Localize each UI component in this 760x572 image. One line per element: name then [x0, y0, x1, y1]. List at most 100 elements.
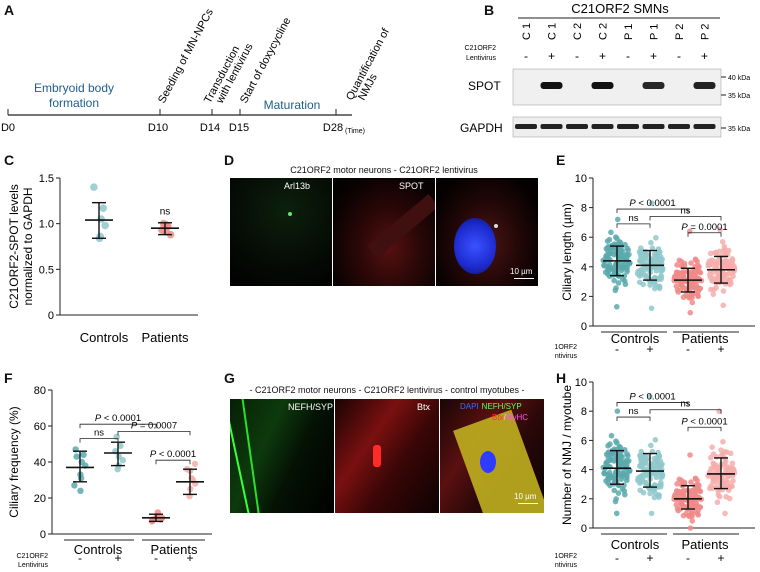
- category-label: Controls: [74, 542, 123, 557]
- data-point: [648, 510, 655, 517]
- micro-d-merge: 10 µm: [436, 178, 538, 286]
- y-tick-label: 60: [34, 421, 46, 433]
- data-point: [689, 299, 696, 306]
- blot-lane-label: C 1: [547, 23, 559, 40]
- y-tick-label: 2: [581, 291, 587, 303]
- data-point: [622, 491, 628, 498]
- data-point: [650, 487, 657, 493]
- data-point: [687, 452, 693, 458]
- data-point: [679, 269, 686, 276]
- data-point: [613, 510, 620, 517]
- data-point: [649, 200, 655, 206]
- data-point: [729, 460, 736, 467]
- panel-letter-g: G: [224, 370, 235, 386]
- data-point: [687, 309, 694, 316]
- data-point: [693, 274, 699, 281]
- data-point: [659, 266, 666, 272]
- data-point: [606, 236, 613, 243]
- data-point: [731, 470, 738, 476]
- micro-d-arl13b: Arl13b: [230, 178, 332, 286]
- blot-gapdh-band: [515, 124, 537, 129]
- data-point: [623, 462, 630, 469]
- y-tick-label: 8: [581, 406, 587, 418]
- y-tick-label: 10: [575, 173, 587, 185]
- y-tick-label: 2: [581, 494, 587, 506]
- data-point: [656, 283, 663, 290]
- data-point: [685, 512, 692, 519]
- blot-spot-band: [591, 82, 614, 89]
- y-tick-label: 1.0: [39, 219, 54, 231]
- data-point: [606, 251, 613, 257]
- treatment-sign: +: [717, 551, 724, 565]
- treatment-sign: -: [154, 551, 158, 565]
- blot-spot-band: [693, 82, 716, 89]
- data-point: [114, 466, 121, 473]
- data-point: [655, 492, 662, 498]
- data-point: [637, 463, 643, 469]
- y-tick-label: 80: [34, 385, 46, 397]
- data-point: [611, 277, 617, 284]
- blot-row-label-1: C21ORF2: [464, 45, 496, 52]
- channel-label-arl13b: Arl13b: [284, 181, 311, 191]
- comparison-label: P < 0.0001: [681, 416, 727, 427]
- comparison-bracket: [687, 426, 722, 432]
- data-point: [101, 221, 109, 230]
- comparison-bracket: [79, 423, 157, 429]
- data-point: [117, 442, 124, 449]
- data-point: [612, 498, 619, 505]
- category-label: Patients: [142, 330, 189, 345]
- data-point: [638, 452, 645, 459]
- data-point: [643, 453, 649, 459]
- chart-c-spot-levels: 0 0.5 1.0 1.5 C21ORF2-SPOT levels normalized …: [7, 173, 198, 345]
- western-blot: C21ORF2 SMNs C 1 C 1 C 2 C 2 P 1 P 1 P 2 P 2 C2…: [460, 1, 750, 138]
- data-point: [602, 269, 609, 276]
- y-axis-label: Number of NMJ / myotube: [560, 385, 574, 525]
- data-point: [608, 432, 615, 439]
- comparison-label: P = 0.0001: [681, 222, 727, 233]
- data-point: [615, 490, 622, 496]
- comparison-label: ns: [680, 399, 690, 410]
- category-label: Patients: [682, 331, 729, 346]
- micro-d-spot: SPOT: [333, 178, 435, 286]
- panel-letter-a: A: [4, 2, 15, 18]
- data-point: [607, 457, 613, 464]
- y-axis-label: normalized to GAPDH: [21, 187, 35, 305]
- y-tick-label: 0: [581, 321, 587, 333]
- data-point: [722, 510, 728, 517]
- data-point: [99, 204, 107, 212]
- data-point: [676, 278, 682, 284]
- data-point: [685, 294, 692, 300]
- data-point: [707, 274, 714, 281]
- day-d28: D28: [323, 122, 343, 134]
- data-point: [719, 238, 726, 245]
- annotation-ns: ns: [160, 207, 171, 218]
- comparison-label: ns: [628, 213, 638, 224]
- y-tick-label: 4: [581, 262, 587, 274]
- comparison-bracket: [79, 438, 119, 443]
- data-point: [695, 262, 701, 269]
- y-axis-label: Ciliary frequency (%): [7, 406, 21, 517]
- comparison-bracket: [155, 459, 191, 465]
- data-point: [728, 259, 735, 266]
- comparison-label: P < 0.0001: [629, 198, 675, 209]
- comparison-label: P = 0.0007: [131, 420, 177, 431]
- panel-letter-e: E: [556, 152, 566, 168]
- data-point: [96, 232, 105, 241]
- blot-treat-sign: +: [650, 49, 657, 63]
- micro-g-btx: Btx: [335, 399, 439, 513]
- data-point: [707, 454, 714, 461]
- data-point: [717, 227, 723, 233]
- data-point: [615, 246, 621, 253]
- treatment-sign: -: [78, 551, 82, 565]
- data-point: [688, 260, 694, 266]
- blot-gapdh-band: [540, 124, 563, 129]
- data-point: [649, 245, 656, 251]
- category-label: Patients: [682, 537, 729, 552]
- y-tick-label: 40: [34, 457, 46, 469]
- comparison-label: ns: [628, 406, 638, 417]
- blot-title: C21ORF2 SMNs: [571, 1, 669, 16]
- day-d14: D14: [200, 122, 220, 134]
- category-label: Controls: [80, 330, 129, 345]
- data-point: [612, 287, 619, 294]
